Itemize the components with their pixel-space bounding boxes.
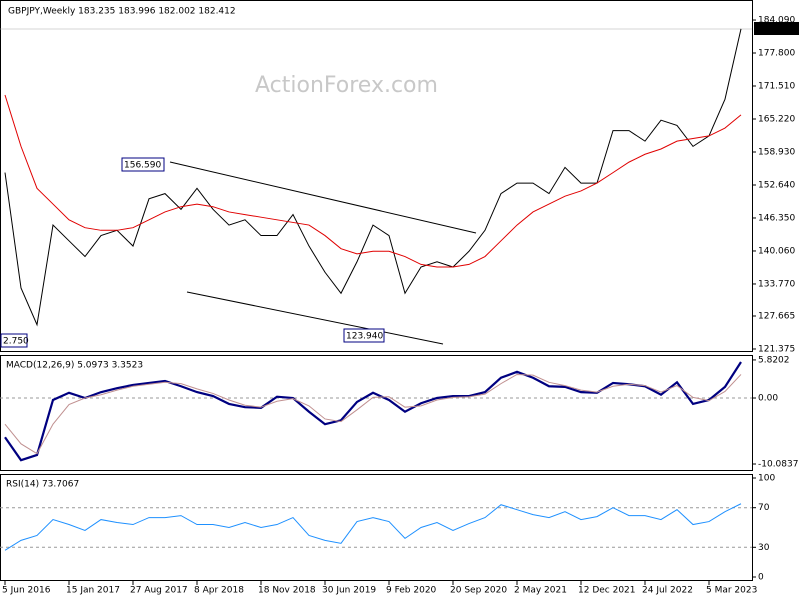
y-tick-label: 152.640 (758, 180, 795, 190)
series-line (4, 94, 742, 268)
y-tick-label: 0.00 (758, 394, 778, 404)
x-tick-label: 18 Nov 2018 (258, 586, 316, 596)
current-price-box (754, 22, 799, 35)
annotation: 156.590 (124, 161, 161, 171)
series-line (4, 503, 742, 551)
y-tick-label: 133.770 (758, 279, 795, 289)
x-tick-label: 5 Jun 2016 (2, 586, 51, 596)
rsi-panel (0, 474, 753, 581)
y-tick-label: 100 (758, 474, 775, 484)
y-tick-label: 177.800 (758, 49, 795, 59)
y-tick-label: 158.930 (758, 147, 795, 157)
x-tick-label: 9 Feb 2020 (386, 586, 437, 596)
trend-line (186, 291, 444, 345)
chart-title: GBPJPY,Weekly 183.235 183.996 182.002 18… (8, 7, 236, 17)
current-price: 182.412 (757, 25, 794, 35)
y-tick-label: -10.0837 (758, 460, 798, 470)
y-tick-label: 184.090 (758, 16, 795, 26)
annotation-box (121, 157, 165, 172)
y-tick-label: 165.220 (758, 114, 795, 124)
macd-title: MACD(12,26,9) 5.0973 3.3523 (6, 361, 143, 371)
x-tick-label: 20 Sep 2020 (450, 586, 507, 596)
annotation-box (343, 328, 385, 343)
trend-line (169, 161, 477, 234)
series-line (4, 373, 742, 455)
y-tick-label: 0 (758, 573, 764, 583)
x-tick-label: 15 Jan 2017 (66, 586, 120, 596)
y-tick-label: 127.665 (758, 311, 795, 321)
macd-panel (0, 355, 753, 471)
x-tick-label: 27 Aug 2017 (130, 586, 188, 596)
annotation: 2.750 (3, 337, 29, 347)
series-line (4, 28, 742, 327)
y-tick-label: 121.375 (758, 344, 795, 354)
x-tick-label: 30 Jun 2019 (322, 586, 376, 596)
x-tick-label: 2 May 2021 (514, 586, 567, 596)
x-tick-label: 8 Apr 2018 (194, 586, 244, 596)
series-line (4, 361, 742, 462)
annotation-box (0, 333, 28, 348)
main-panel (0, 0, 753, 352)
y-tick-label: 70 (758, 503, 770, 513)
x-tick-label: 12 Dec 2021 (578, 586, 636, 596)
annotation: 123.940 (346, 332, 383, 342)
x-tick-label: 5 Mar 2023 (706, 586, 757, 596)
watermark: ActionForex.com (255, 73, 438, 98)
y-tick-label: 30 (758, 543, 770, 553)
y-tick-label: 140.060 (758, 246, 795, 256)
x-tick-label: 24 Jul 2022 (642, 586, 693, 596)
y-tick-label: 146.350 (758, 213, 795, 223)
y-tick-label: 171.510 (758, 82, 795, 92)
y-tick-label: 5.8202 (758, 355, 790, 365)
rsi-title: RSI(14) 73.7067 (6, 480, 79, 490)
